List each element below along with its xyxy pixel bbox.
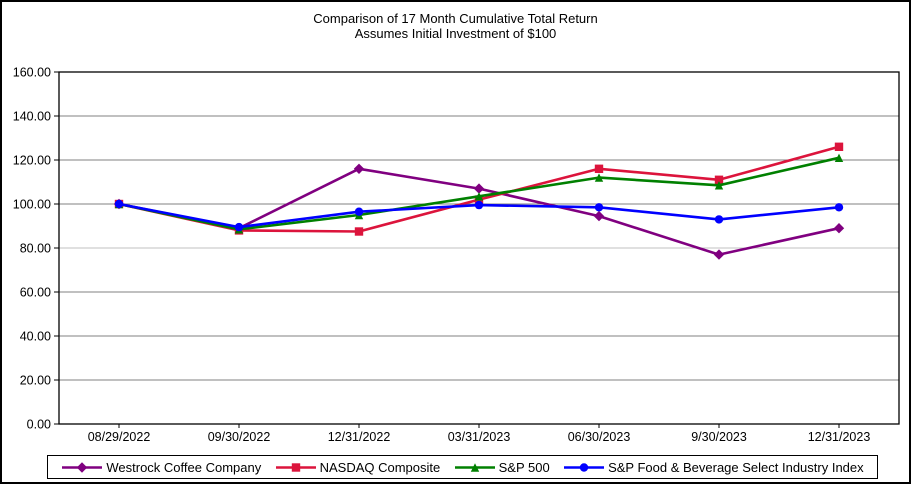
data-point-marker-diamond [833, 223, 845, 234]
legend-label: S&P 500 [498, 459, 550, 475]
data-point-marker-circle [474, 200, 484, 210]
data-point-marker-triangle [834, 153, 844, 162]
legend-item-1: NASDAQ Composite [275, 459, 441, 475]
data-point-marker-triangle [594, 173, 604, 182]
x-tick-label: 12/31/2022 [328, 430, 391, 444]
data-point-marker-square [714, 175, 724, 184]
y-tick-label: 40.00 [20, 329, 51, 343]
legend-label: Westrock Coffee Company [106, 459, 262, 475]
data-point-marker-circle [834, 203, 844, 212]
data-point-marker-triangle [470, 462, 479, 472]
y-tick-label: 160.00 [13, 65, 51, 79]
x-tick-label: 12/31/2023 [808, 430, 871, 444]
y-tick-label: 140.00 [13, 109, 51, 123]
legend-circle-marker-icon [564, 462, 605, 472]
data-point-marker-square [834, 142, 844, 151]
legend-triangle-marker-icon [454, 462, 495, 472]
y-tick-label: 60.00 [20, 285, 51, 299]
data-point-marker-diamond [473, 183, 485, 194]
legend-diamond-marker-icon [62, 461, 103, 473]
legend-square-marker-icon [275, 462, 316, 472]
y-tick-label: 100.00 [13, 197, 51, 211]
data-point-marker-diamond [77, 461, 88, 473]
chart-title-line1: Comparison of 17 Month Cumulative Total … [313, 11, 598, 26]
data-point-marker-square [354, 227, 364, 236]
data-point-marker-circle [714, 215, 724, 224]
x-tick-label: 09/30/2022 [208, 430, 271, 444]
data-point-marker-diamond [593, 210, 605, 222]
x-tick-label: 03/31/2023 [448, 430, 511, 444]
legend-label: S&P Food & Beverage Select Industry Inde… [608, 459, 864, 475]
y-tick-label: 0.00 [27, 417, 51, 431]
legend-item-2: S&P 500 [454, 460, 550, 475]
chart-title: Comparison of 17 Month Cumulative Total … [2, 11, 909, 41]
x-tick-label: 9/30/2023 [691, 430, 747, 444]
data-point-marker-circle [234, 222, 244, 232]
data-point-marker-triangle [714, 181, 724, 190]
data-point-marker-diamond [713, 249, 725, 260]
legend-item-0: Westrock Coffee Company [61, 460, 261, 475]
x-tick-label: 08/29/2022 [88, 430, 151, 444]
legend-item-3: S&P Food & Beverage Select Industry Inde… [563, 460, 864, 475]
legend-label: NASDAQ Composite [319, 459, 441, 475]
data-point-marker-triangle [474, 192, 484, 201]
chart-title-line2: Assumes Initial Investment of $100 [354, 26, 557, 41]
data-point-marker-circle [594, 203, 604, 212]
y-tick-label: 120.00 [13, 153, 51, 167]
data-point-marker-diamond [353, 163, 365, 174]
y-tick-label: 20.00 [20, 373, 51, 387]
y-tick-label: 80.00 [20, 241, 51, 255]
data-point-marker-square [594, 164, 604, 173]
data-point-marker-square [291, 462, 300, 472]
x-tick-label: 06/30/2023 [568, 430, 631, 444]
data-point-marker-circle [579, 462, 589, 472]
chart-legend: Westrock Coffee Company NASDAQ Composite S… [47, 455, 878, 479]
data-point-marker-circle [354, 207, 364, 216]
data-point-marker-circle [114, 199, 124, 209]
